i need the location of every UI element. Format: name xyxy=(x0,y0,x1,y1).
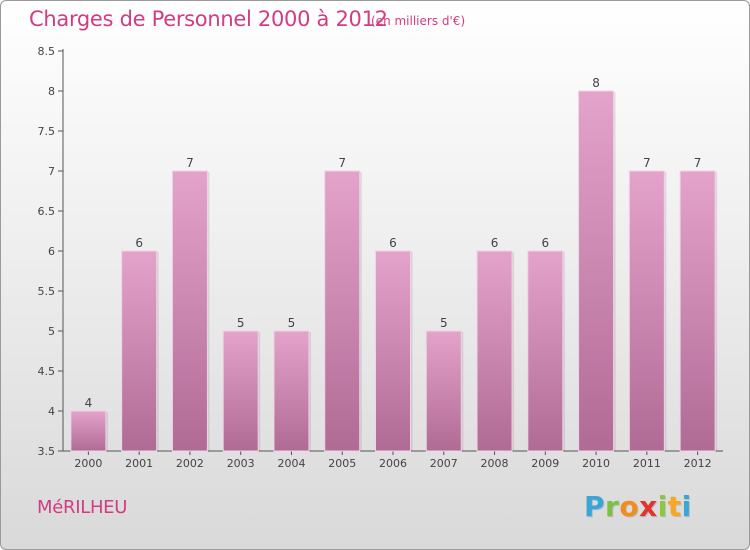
bar-2004 xyxy=(273,330,310,452)
bar-2012 xyxy=(679,170,716,452)
data-label: 7 xyxy=(643,156,651,170)
data-label: 6 xyxy=(389,236,397,250)
chart-title: Charges de Personnel 2000 à 2012 xyxy=(29,7,388,31)
logo-letter: r xyxy=(605,490,620,523)
bar-2007 xyxy=(425,330,462,452)
logo-letter: t xyxy=(667,490,682,523)
logo-letter: P xyxy=(584,490,606,523)
x-tick-label: 2007 xyxy=(430,457,458,470)
y-tick-label: 6 xyxy=(48,245,55,258)
y-tick-label: 5.5 xyxy=(38,285,56,298)
x-tick-label: 2012 xyxy=(684,457,712,470)
x-tick-label: 2003 xyxy=(227,457,255,470)
x-tick-label: 2000 xyxy=(74,457,102,470)
data-label: 5 xyxy=(440,316,448,330)
y-tick-label: 4 xyxy=(48,405,55,418)
x-tick-label: 2009 xyxy=(531,457,559,470)
bar-2001 xyxy=(121,250,158,452)
bar-2002 xyxy=(171,170,208,452)
bar-2000 xyxy=(70,410,107,452)
data-label: 6 xyxy=(541,236,549,250)
data-label: 8 xyxy=(592,76,600,90)
x-tick-label: 2001 xyxy=(125,457,153,470)
x-tick-label: 2011 xyxy=(633,457,661,470)
y-tick-label: 7 xyxy=(48,165,55,178)
data-label: 7 xyxy=(186,156,194,170)
x-tick-label: 2005 xyxy=(328,457,356,470)
bar-2003 xyxy=(222,330,259,452)
x-tick-label: 2006 xyxy=(379,457,407,470)
bar-2010 xyxy=(578,90,615,452)
data-label: 6 xyxy=(491,236,499,250)
chart-labels: 2000 4 2001 6 2002 7 2003 5 2004 5 2005 7 2006 6 2007 5… xyxy=(74,76,711,470)
proxiti-logo: Proxiti xyxy=(584,490,692,523)
commune-name: MéRILHEU xyxy=(37,497,128,518)
data-label: 4 xyxy=(85,396,93,410)
y-tick-label: 6.5 xyxy=(38,205,56,218)
bar-2011 xyxy=(628,170,665,452)
data-label: 5 xyxy=(237,316,245,330)
chart-subtitle: (en milliers d'€) xyxy=(371,14,466,28)
chart-bars xyxy=(70,90,718,452)
bar-2005 xyxy=(324,170,361,452)
y-tick-label: 8 xyxy=(48,85,55,98)
x-tick-label: 2004 xyxy=(277,457,305,470)
y-tick-label: 8.5 xyxy=(38,45,56,58)
bar-2006 xyxy=(375,250,411,452)
y-tick-label: 5 xyxy=(48,325,55,338)
bar-2009 xyxy=(527,250,564,452)
data-label: 5 xyxy=(288,316,296,330)
logo-letter: o xyxy=(619,490,640,523)
logo-letter: x xyxy=(639,490,658,523)
data-label: 7 xyxy=(694,156,702,170)
logo-letter: i xyxy=(681,490,692,523)
y-tick-label: 3.5 xyxy=(38,445,56,458)
bar-2008 xyxy=(476,250,513,452)
y-tick-label: 4.5 xyxy=(38,365,56,378)
data-label: 6 xyxy=(135,236,143,250)
data-label: 7 xyxy=(338,156,346,170)
x-tick-label: 2002 xyxy=(176,457,204,470)
x-tick-label: 2010 xyxy=(582,457,610,470)
y-tick-label: 7.5 xyxy=(38,125,56,138)
logo-letter: i xyxy=(657,490,668,523)
x-tick-label: 2008 xyxy=(481,457,509,470)
